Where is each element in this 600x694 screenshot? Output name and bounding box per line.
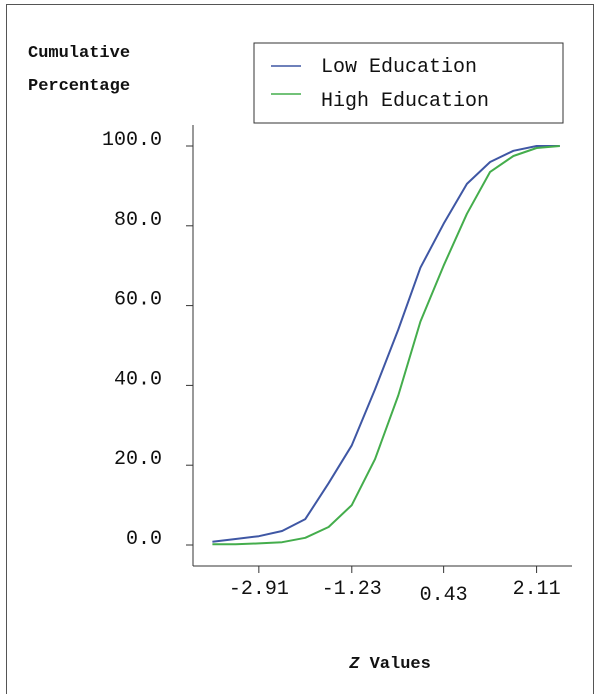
series-lines — [212, 145, 560, 546]
legend: Low Education High Education — [253, 42, 564, 124]
x-tick-label: 0.43 — [420, 584, 468, 607]
y-tick-label: 80.0 — [114, 209, 162, 232]
legend-label-low-education: Low Education — [321, 56, 477, 79]
x-tick-label: 2.11 — [513, 578, 561, 601]
x-axis-title-text: Values — [359, 655, 430, 674]
y-tick-label: 20.0 — [114, 448, 162, 471]
legend-box — [253, 42, 564, 124]
chart-frame — [6, 4, 594, 694]
y-axis-title-line-1: Cumulative — [28, 44, 130, 63]
x-ticks: -2.91 -1.23 0.43 2.11 — [229, 566, 561, 607]
y-tick-label: 0.0 — [126, 528, 162, 551]
x-tick-label: -2.91 — [229, 578, 289, 601]
y-tick-label: 60.0 — [114, 289, 162, 312]
x-axis-title: Z Values — [348, 655, 431, 674]
y-tick-label: 100.0 — [102, 129, 162, 152]
legend-label-high-education: High Education — [321, 90, 489, 113]
series-line-low-education — [212, 145, 560, 543]
y-tick-label: 40.0 — [114, 368, 162, 391]
series-line-high-education — [212, 145, 560, 546]
x-axis-title-variable: Z — [348, 655, 360, 674]
y-axis-title-line-2: Percentage — [28, 77, 130, 96]
x-tick-label: -1.23 — [322, 578, 382, 601]
y-ticks: 100.0 80.0 60.0 40.0 20.0 0.0 — [102, 129, 193, 551]
